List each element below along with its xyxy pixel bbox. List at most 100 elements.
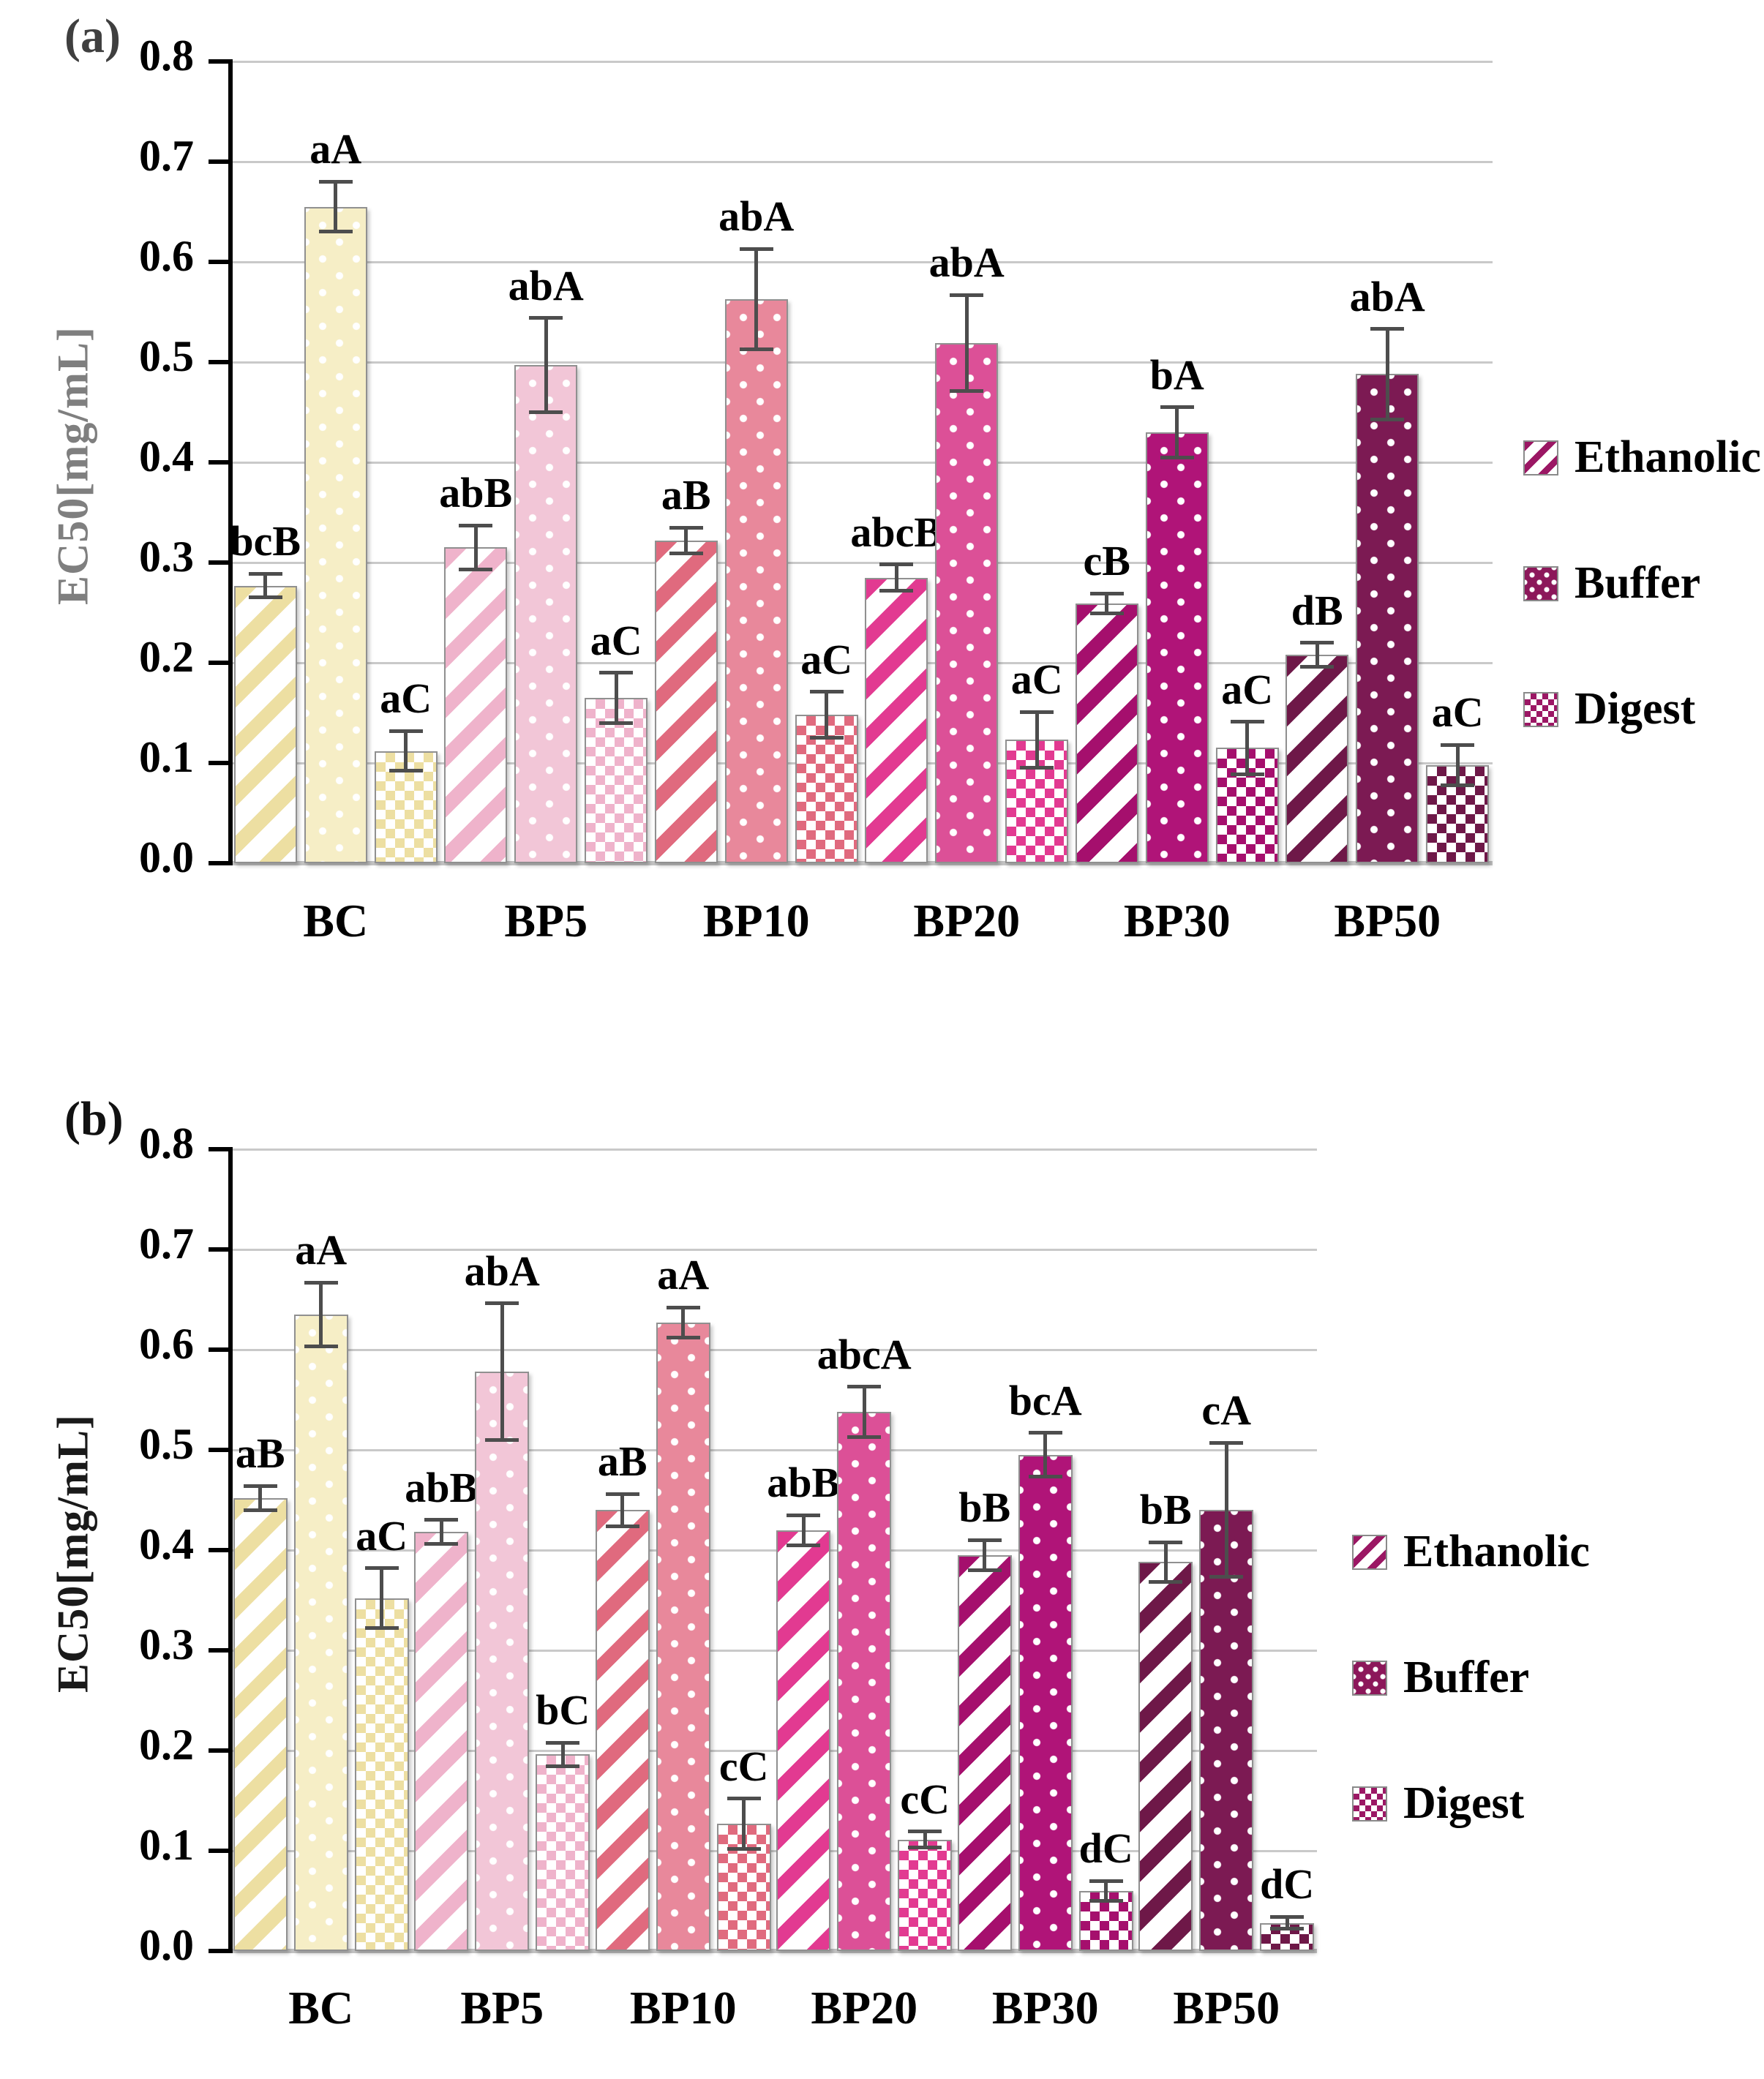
bar-digest-BP5	[585, 697, 648, 863]
sig-label-ethanolic-BP10: aB	[661, 471, 711, 519]
error-bar-cap-top	[1149, 1540, 1183, 1544]
error-bar-line	[560, 1742, 565, 1767]
error-bar-cap-top	[546, 1740, 580, 1745]
gridline	[230, 1148, 1317, 1151]
bar-ethanolic-BC	[233, 585, 297, 863]
gridline	[230, 1849, 1317, 1852]
error-bar-line	[1285, 1917, 1289, 1929]
bar-digest-BP10	[795, 715, 858, 863]
y-axis-tick-label: 0.1	[139, 1821, 194, 1869]
legend-label: Buffer	[1575, 558, 1701, 608]
error-bar-line	[404, 731, 408, 771]
error-bar-line	[500, 1303, 504, 1440]
error-bar-line	[258, 1486, 263, 1511]
y-axis-tick	[209, 761, 230, 765]
error-bar-cap-bottom	[727, 1846, 761, 1851]
error-bar-cap-bottom	[304, 1345, 338, 1349]
sig-label-buffer-BP20: abcA	[817, 1330, 912, 1378]
sig-label-ethanolic-BP5: abB	[439, 469, 513, 517]
error-bar-line	[620, 1494, 625, 1527]
error-bar-line	[801, 1515, 806, 1546]
error-bar-cap-bottom	[809, 736, 844, 740]
gridline	[230, 60, 1493, 63]
bar-ethanolic-BP30	[957, 1554, 1012, 1951]
x-axis-category-label: BP30	[1123, 895, 1231, 947]
y-axis-line	[228, 59, 233, 865]
y-axis-tick-label: 0.4	[139, 1520, 194, 1568]
x-axis-line	[230, 861, 1493, 865]
error-bar-cap-bottom	[847, 1435, 882, 1439]
error-bar-line	[681, 1307, 686, 1338]
sig-label-ethanolic-BC: bcB	[230, 517, 301, 565]
error-bar-cap-top	[669, 525, 703, 530]
legend-label: Ethanolic	[1575, 432, 1761, 482]
legend-swatch-ethanolic	[1523, 440, 1558, 475]
error-bar-cap-top	[1089, 591, 1124, 595]
error-bar-cap-bottom	[787, 1543, 821, 1547]
error-bar-cap-bottom	[669, 552, 703, 556]
y-axis-tick-label: 0.5	[139, 1420, 194, 1468]
bar-ethanolic-BP20	[865, 577, 928, 863]
error-bar-cap-bottom	[605, 1524, 639, 1528]
y-axis-tick	[209, 861, 230, 865]
legend-item-ethanolic: Ethanolic	[1523, 432, 1761, 484]
error-bar-cap-bottom	[1020, 766, 1054, 770]
bar-buffer-BP20	[837, 1411, 892, 1951]
sig-label-ethanolic-BP50: bB	[1139, 1486, 1192, 1534]
error-bar-cap-top	[1230, 720, 1264, 724]
error-bar-line	[1104, 1881, 1108, 1901]
error-bar-line	[439, 1519, 443, 1544]
sig-label-ethanolic-BP50: dB	[1291, 586, 1343, 634]
error-bar-line	[754, 249, 759, 350]
gridline	[230, 260, 1493, 263]
bar-buffer-BP30	[1018, 1454, 1073, 1951]
error-bar-cap-top	[666, 1305, 700, 1309]
error-bar-line	[1385, 328, 1389, 420]
y-axis-tick	[209, 1147, 230, 1151]
sig-label-digest-BP30: aC	[1221, 665, 1274, 713]
error-bar-cap-top	[243, 1484, 277, 1488]
error-bar-cap-bottom	[546, 1764, 580, 1769]
error-bar-line	[1163, 1542, 1168, 1582]
y-axis-tick-label: 0.0	[139, 833, 194, 881]
bar-digest-BP30	[1215, 748, 1279, 863]
y-axis-tick	[209, 1448, 230, 1452]
y-axis-tick-label: 0.3	[139, 533, 194, 581]
bar-ethanolic-BP50	[1286, 655, 1349, 863]
x-axis-category-label: BP5	[504, 895, 588, 947]
error-bar-line	[1175, 407, 1179, 458]
y-axis-tick-label: 0.6	[139, 1320, 194, 1368]
y-axis-tick	[209, 159, 230, 164]
sig-label-buffer-BP30: bcA	[1008, 1376, 1082, 1424]
error-bar-cap-bottom	[389, 769, 423, 773]
bar-buffer-BP20	[935, 342, 999, 863]
y-axis-tick	[209, 360, 230, 364]
error-bar-cap-bottom	[1300, 664, 1335, 669]
y-axis-tick	[209, 1347, 230, 1352]
x-axis-category-label: BC	[288, 1982, 354, 2034]
bar-buffer-BC	[293, 1315, 348, 1951]
error-bar-cap-top	[599, 671, 634, 675]
bar-ethanolic-BP20	[776, 1530, 831, 1951]
bar-buffer-BP30	[1145, 432, 1209, 863]
y-axis-tick-label: 0.4	[139, 432, 194, 481]
x-axis-category-label: BP5	[460, 1982, 544, 2034]
panel-a-label: (a)	[64, 10, 121, 63]
sig-label-digest-BP30: dC	[1078, 1824, 1133, 1873]
y-axis-tick-label: 0.3	[139, 1620, 194, 1669]
x-axis-category-label: BP10	[629, 1982, 737, 2034]
error-bar-cap-bottom	[1230, 772, 1264, 776]
error-bar-line	[263, 574, 268, 598]
error-bar-cap-bottom	[529, 410, 563, 414]
sig-label-buffer-BP20: abA	[928, 238, 1005, 287]
y-axis-tick-label: 0.5	[139, 332, 194, 380]
error-bar-cap-bottom	[1149, 1580, 1183, 1584]
error-bar-cap-top	[1209, 1440, 1244, 1445]
error-bar-line	[473, 525, 478, 570]
y-axis-tick-label: 0.2	[139, 633, 194, 681]
x-axis-line	[230, 1949, 1317, 1953]
y-axis-tick	[209, 59, 230, 64]
legend-item-buffer: Buffer	[1523, 557, 1700, 609]
y-axis-tick	[209, 1548, 230, 1552]
